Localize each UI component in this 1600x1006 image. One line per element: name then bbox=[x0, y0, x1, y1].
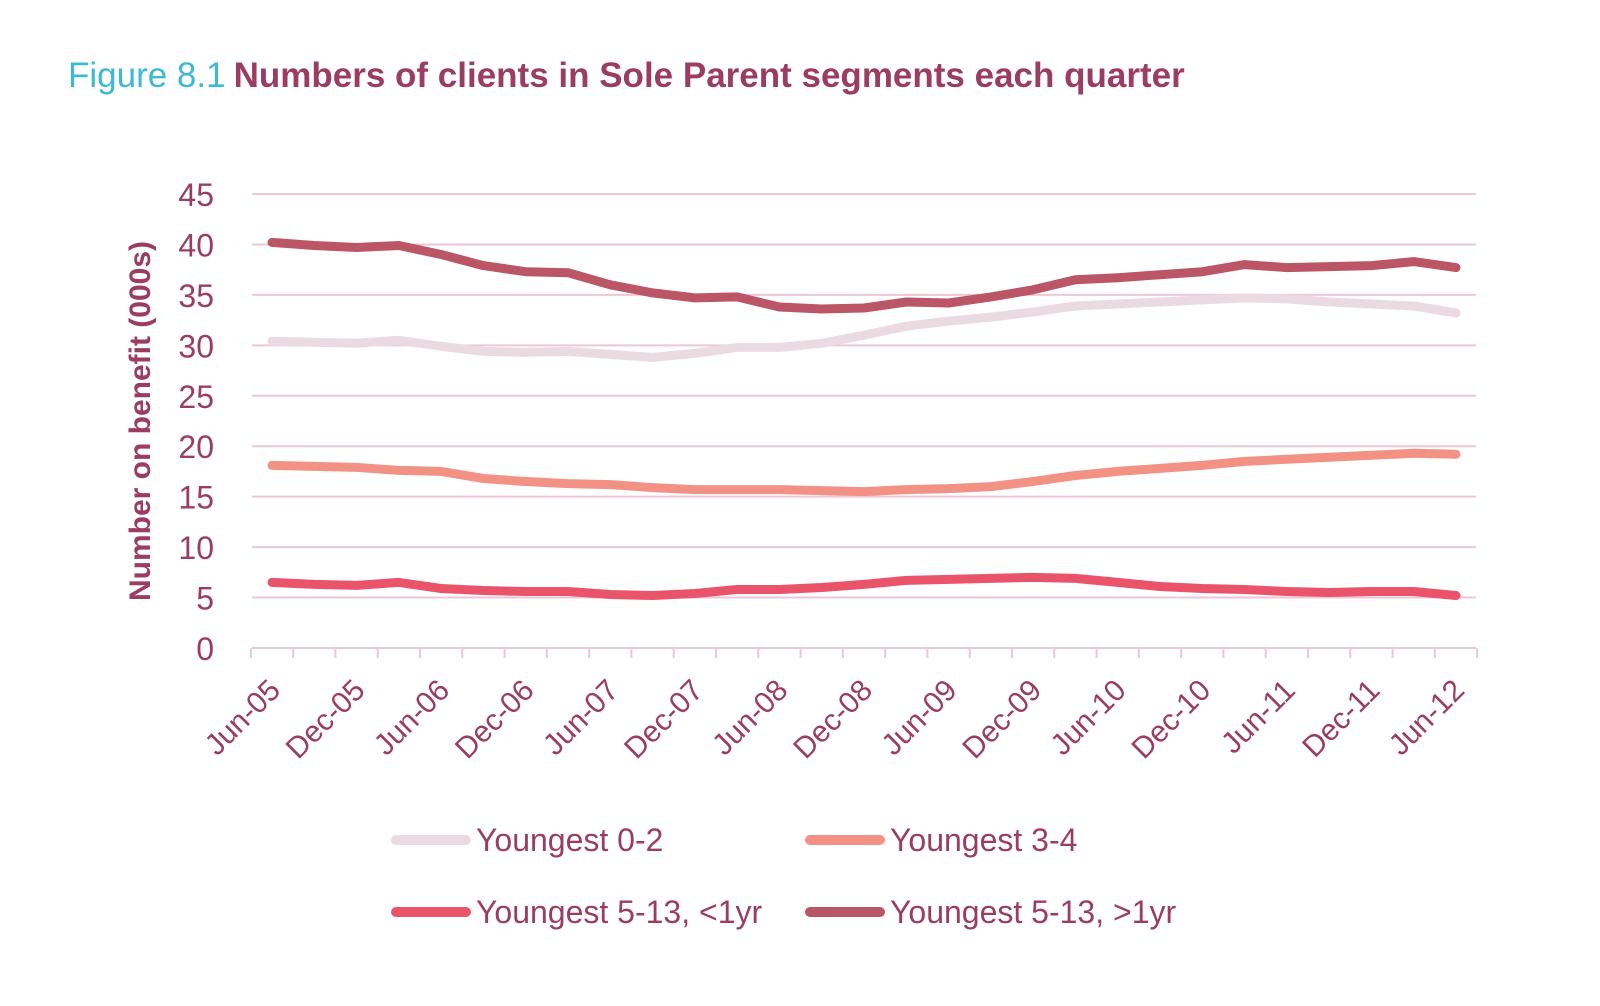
x-tick-label: Dec-06 bbox=[449, 674, 541, 766]
x-tick-label: Jun-07 bbox=[537, 674, 625, 762]
y-tick-label: 25 bbox=[178, 379, 214, 415]
figure-title: Numbers of clients in Sole Parent segmen… bbox=[233, 56, 1185, 95]
y-tick-label: 15 bbox=[178, 480, 214, 516]
x-tick-label: Dec-10 bbox=[1126, 674, 1218, 766]
legend-label: Youngest 3-4 bbox=[890, 822, 1077, 858]
x-tick-label: Jun-05 bbox=[199, 674, 287, 762]
y-tick-label: 0 bbox=[196, 631, 214, 667]
x-tick-label: Dec-05 bbox=[280, 674, 372, 766]
legend: Youngest 0-2 Youngest 3-4 Youngest 5-13, <… bbox=[391, 822, 1176, 930]
y-tick-label: 40 bbox=[178, 227, 214, 263]
y-tick-label: 45 bbox=[178, 177, 214, 213]
x-tick-label: Dec-08 bbox=[787, 674, 879, 766]
legend-label: Youngest 5-13, <1yr bbox=[476, 894, 762, 930]
x-tick-label: Dec-09 bbox=[956, 674, 1048, 766]
y-tick-label: 20 bbox=[178, 429, 214, 465]
x-tick-label: Jun-08 bbox=[706, 674, 794, 762]
x-axis bbox=[249, 647, 1479, 658]
series-line-2 bbox=[267, 572, 1461, 600]
x-tick-labels: Jun-05Dec-05Jun-06Dec-06Jun-07Dec-07Jun-… bbox=[199, 674, 1471, 766]
x-tick-label: Jun-09 bbox=[875, 674, 963, 762]
series-line-1 bbox=[267, 448, 1461, 497]
legend-label: Youngest 5-13, >1yr bbox=[890, 894, 1176, 930]
figure-number: Figure 8.1 bbox=[68, 56, 226, 95]
y-tick-label: 10 bbox=[178, 530, 214, 566]
y-axis-label: Number on benefit (000s) bbox=[124, 241, 157, 601]
x-tick-label: Jun-10 bbox=[1044, 674, 1132, 762]
y-tick-label: 35 bbox=[178, 278, 214, 314]
x-tick-label: Dec-11 bbox=[1296, 674, 1386, 764]
x-tick-label: Dec-07 bbox=[618, 674, 710, 766]
x-tick-label: Jun-11 bbox=[1215, 674, 1302, 761]
series-lines bbox=[267, 237, 1461, 600]
y-axis: 0 5 10 15 20 25 30 35 40 45 bbox=[178, 177, 214, 667]
x-tick-label: Jun-12 bbox=[1383, 674, 1471, 762]
legend-label: Youngest 0-2 bbox=[476, 822, 663, 858]
y-tick-label: 5 bbox=[196, 581, 214, 617]
chart-title: Figure 8.1 Numbers of clients in Sole Par… bbox=[68, 56, 1185, 96]
y-tick-label: 30 bbox=[178, 328, 214, 364]
x-tick-label: Jun-06 bbox=[368, 674, 456, 762]
